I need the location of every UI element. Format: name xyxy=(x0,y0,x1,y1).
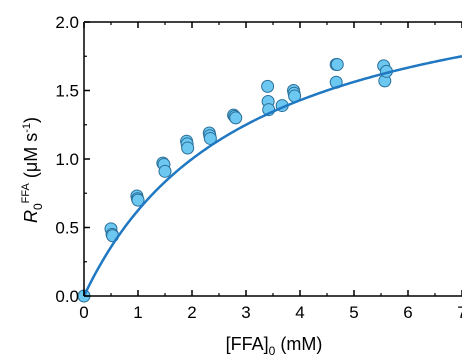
x-tick-label: 1 xyxy=(133,303,142,322)
x-tick-label: 3 xyxy=(241,303,250,322)
data-points xyxy=(77,57,393,303)
x-tick-label: 0 xyxy=(79,303,88,322)
y-tick-label: 1.0 xyxy=(55,150,79,169)
y-tick-label: 0.0 xyxy=(55,287,79,306)
axes xyxy=(83,21,462,297)
x-tick-label: 6 xyxy=(403,303,412,322)
fit-line xyxy=(82,55,462,297)
x-tick-label: 4 xyxy=(295,303,304,322)
y-tick-label: 0.5 xyxy=(55,219,79,238)
data-point xyxy=(131,193,145,207)
data-point xyxy=(158,164,172,178)
x-tick-label: 5 xyxy=(349,303,358,322)
x-tick-label: 2 xyxy=(187,303,196,322)
data-point xyxy=(261,79,275,93)
y-tick-label: 1.5 xyxy=(55,82,79,101)
y-tick-label: 2.0 xyxy=(55,13,79,32)
data-point xyxy=(181,141,195,155)
data-point xyxy=(229,111,243,125)
x-tick-label: 7 xyxy=(457,303,462,322)
y-axis-label: R0FFA (μM s-1) xyxy=(20,117,45,223)
x-axis-label: [FFA]0 (mM) xyxy=(226,334,323,357)
data-point xyxy=(330,57,344,71)
ticks: 0 1 2 3 4 5 6 7 0.0 0.5 1.0 1.5 2.0 xyxy=(55,13,462,322)
